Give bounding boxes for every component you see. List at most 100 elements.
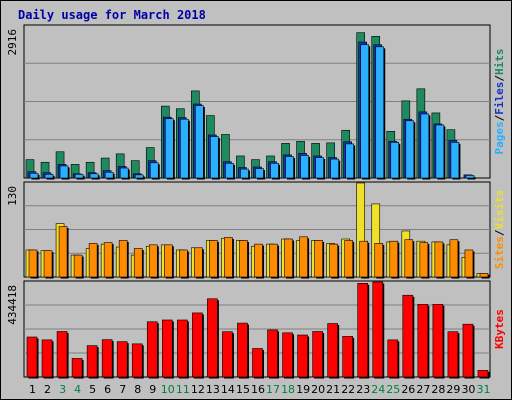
kbytes-panel-legend: KBytes — [493, 309, 506, 349]
kbytes-bar — [372, 281, 384, 378]
kbytes-bar — [402, 294, 414, 378]
sites-bar — [163, 244, 173, 278]
kbytes-bar — [432, 303, 444, 378]
x-tick-label-day-22: 22 — [341, 383, 355, 396]
x-tick-label-day-14: 14 — [221, 383, 235, 396]
x-tick-label-day-11: 11 — [176, 383, 190, 396]
kbytes-bar — [192, 312, 203, 378]
x-tick-label-day-21: 21 — [326, 383, 340, 396]
sites-bar — [148, 244, 158, 278]
pages-bar — [44, 174, 54, 179]
x-tick-label-day-7: 7 — [119, 383, 126, 396]
sites-bar — [299, 236, 308, 278]
kbytes-bar — [41, 339, 53, 378]
x-tick-label-day-26: 26 — [401, 383, 415, 396]
pages-bar — [300, 155, 309, 179]
pages-bar — [270, 163, 279, 179]
kbytes-bar — [146, 321, 158, 378]
pages-bar — [89, 173, 99, 179]
sites-bar — [209, 240, 218, 278]
sites-bar — [58, 226, 68, 278]
x-tick-label-day-29: 29 — [446, 383, 460, 396]
x-tick-label-day-5: 5 — [89, 383, 96, 396]
kbytes-bar — [161, 319, 173, 378]
pages-bar — [180, 118, 189, 179]
kbytes-bar — [357, 283, 369, 378]
sites-bar — [43, 250, 53, 278]
x-tick-label-day-17: 17 — [266, 383, 280, 396]
kbytes-bar — [252, 348, 263, 378]
pages-bar — [465, 175, 475, 179]
kbytes-bar — [222, 331, 233, 378]
kbytes-bar — [177, 319, 188, 378]
pages-bar — [435, 124, 445, 179]
x-tick-label-day-3: 3 — [59, 383, 66, 396]
kbytes-bar — [56, 331, 68, 378]
sites-bar — [254, 243, 263, 278]
kbytes-bar — [447, 331, 459, 378]
pages-bar — [360, 44, 370, 179]
pages-bar — [330, 158, 339, 179]
pages-bar — [255, 168, 264, 179]
legend-item-visits: Visits — [493, 190, 506, 230]
legend-item-kbytes: KBytes — [493, 309, 506, 349]
sites-bar — [374, 243, 384, 278]
visits-panel-legend: Sites/Visits — [493, 190, 506, 270]
x-tick-label-day-20: 20 — [311, 383, 325, 396]
pages-bar — [134, 174, 144, 179]
kbytes-bar — [327, 323, 338, 378]
pages-bar — [59, 165, 69, 179]
x-tick-label-day-24: 24 — [371, 383, 385, 396]
kbytes-bar — [297, 334, 308, 378]
x-tick-label-day-12: 12 — [191, 383, 205, 396]
chart-title: Daily usage for March 2018 — [18, 8, 206, 22]
x-tick-label-day-9: 9 — [149, 383, 156, 396]
sites-bar — [88, 243, 98, 278]
x-tick-label-day-10: 10 — [161, 383, 175, 396]
pages-bar — [285, 156, 294, 179]
x-tick-label-day-13: 13 — [206, 383, 220, 396]
legend-separator: / — [493, 114, 506, 121]
kbytes-bar — [387, 339, 399, 378]
x-tick-label-day-1: 1 — [29, 383, 36, 396]
pages-bar — [450, 142, 460, 179]
sites-bar — [269, 243, 278, 278]
x-tick-label-day-19: 19 — [296, 383, 310, 396]
x-tick-label-day-18: 18 — [281, 383, 295, 396]
pages-bar — [195, 105, 204, 179]
kbytes-panel-scale-max-label: 434418 — [6, 285, 19, 325]
pages-bar — [240, 168, 249, 179]
hits-panel-legend: Pages/Files/Hits — [493, 49, 506, 155]
legend-separator: / — [493, 229, 506, 236]
kbytes-bar — [417, 303, 429, 378]
kbytes-bar — [267, 329, 278, 378]
pages-bar — [345, 143, 354, 179]
legend-separator: / — [493, 75, 506, 82]
legend-item-files: Files — [493, 82, 506, 115]
x-tick-label-day-15: 15 — [236, 383, 250, 396]
kbytes-bar — [131, 343, 143, 378]
kbytes-bar — [86, 345, 98, 378]
sites-bar — [103, 242, 113, 278]
x-tick-label-day-8: 8 — [134, 383, 141, 396]
pages-bar — [149, 162, 159, 179]
pages-bar — [119, 167, 129, 179]
sites-bar — [314, 240, 323, 278]
pages-bar — [405, 120, 415, 179]
kbytes-bar — [116, 341, 128, 378]
pages-bar — [74, 174, 84, 179]
x-tick-label-day-28: 28 — [431, 383, 445, 396]
x-tick-label-day-2: 2 — [44, 383, 51, 396]
kbytes-bar — [462, 323, 474, 378]
kbytes-bar — [207, 298, 218, 378]
pages-bar — [315, 157, 324, 179]
pages-bar — [390, 142, 400, 179]
sites-bar — [194, 247, 203, 278]
kbytes-bar — [477, 370, 489, 378]
sites-bar — [449, 239, 459, 278]
legend-item-pages: Pages — [493, 121, 506, 154]
kbytes-bar — [26, 336, 38, 378]
legend-item-hits: Hits — [493, 49, 506, 76]
pages-bar — [210, 136, 219, 179]
